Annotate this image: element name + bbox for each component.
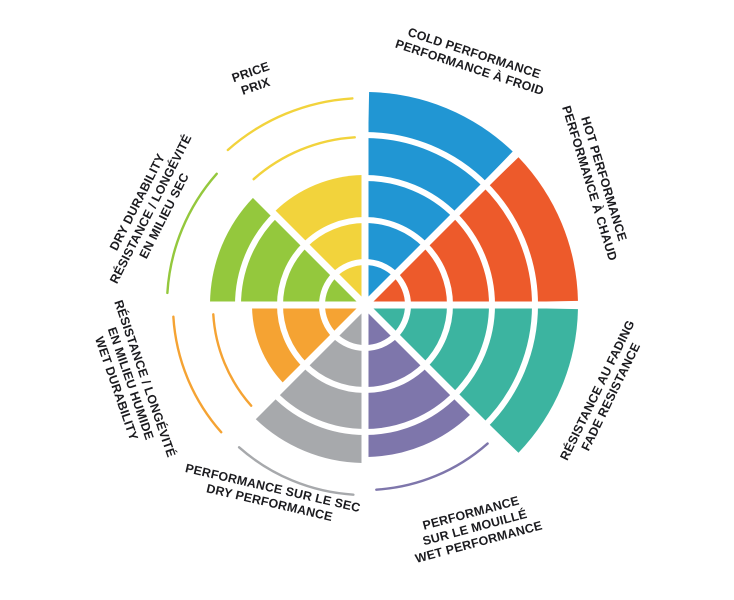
- ring-separator-fade-resistance-2: [451, 303, 495, 398]
- ring-separator-wet-performance-1: [364, 362, 428, 393]
- ring-separator-wet-performance-2: [363, 391, 458, 435]
- sector-hot-performance[interactable]: [365, 157, 578, 307]
- sector-label-wet-durability: RÉSISTANCE / LONGÉVITÉEN MILIEU HUMIDEWE…: [83, 298, 179, 469]
- ring-separator-dry-performance-2: [272, 391, 367, 435]
- ring-separator-hot-performance-1: [422, 242, 453, 306]
- sectors-layer: [210, 92, 578, 463]
- ring-separator-wet-durability-1: [277, 304, 308, 368]
- guide-arc-wet-durability-0: [212, 313, 253, 407]
- sector-dividers-layer: [148, 88, 582, 522]
- guide-arc-wet-durability-1: [172, 315, 223, 434]
- sector-wedge-price[interactable]: [274, 175, 365, 305]
- ring-separator-cold-performance-3: [363, 132, 489, 188]
- sector-wedge-dry-durability[interactable]: [210, 197, 365, 305]
- ring-separator-price-1: [302, 217, 366, 248]
- sector-divider-1: [362, 149, 521, 308]
- ring-separator-fade-resistance-1: [422, 304, 453, 368]
- sector-divider-7: [209, 149, 368, 308]
- sector-wedge-wet-performance[interactable]: [365, 305, 471, 457]
- sector-divider-5: [209, 302, 368, 461]
- guide-arc-price-0: [252, 136, 356, 181]
- sector-label-hot-performance: HOT PERFORMANCEPERFORMANCE À CHAUD: [559, 100, 634, 263]
- ring-separator-fade-resistance-3: [482, 303, 538, 429]
- guide-arc-dry-durability-0: [166, 172, 218, 295]
- sector-divider-3: [362, 302, 521, 461]
- sector-label-wet-performance: PERFORMANCESUR LE MOUILLÉWET PERFORMANCE: [406, 489, 544, 565]
- ring-separator-hot-performance-3: [482, 181, 538, 307]
- ring-separator-dry-durability-2: [235, 212, 279, 307]
- sector-wedge-dry-performance[interactable]: [255, 305, 365, 463]
- sector-label-cold-performance: COLD PERFORMANCEPERFORMANCE À FROID: [394, 23, 551, 99]
- guide-arc-dry-performance-0: [237, 446, 355, 496]
- ring-separator-dry-performance-1: [302, 362, 366, 393]
- guide-arc-price-1: [226, 97, 354, 152]
- wheel-hub: [356, 296, 374, 314]
- guide-arc-wet-performance-0: [375, 442, 489, 491]
- ring-separator-cold-performance-2: [363, 175, 458, 219]
- sector-label-line: RÉSISTANCE / LONGÉVITÉ: [106, 132, 194, 286]
- sector-label-price: PRICEPRIX: [230, 59, 276, 99]
- ring-separator-hot-performance-2: [451, 212, 495, 307]
- ring-separator-cold-performance-1: [364, 217, 428, 248]
- ring-separator-dry-durability-1: [277, 242, 308, 306]
- guide-arcs-layer: [166, 97, 489, 496]
